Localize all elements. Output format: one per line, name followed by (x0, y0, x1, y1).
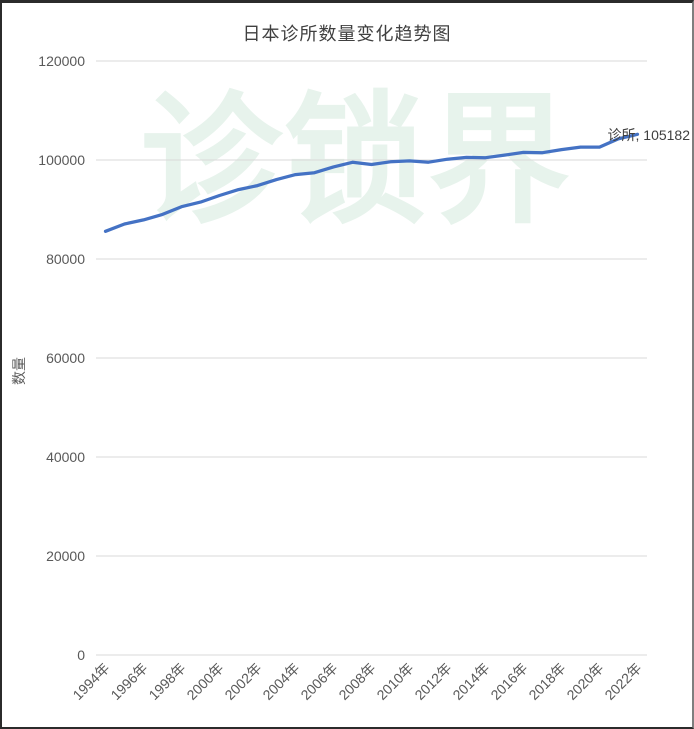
x-tick-label: 2008年 (335, 660, 378, 703)
x-tick-label: 2002年 (221, 660, 264, 703)
y-tick-label: 0 (77, 647, 85, 663)
x-tick-label: 2006年 (297, 660, 340, 703)
x-tick-label: 2014年 (449, 660, 492, 703)
x-tick-label: 2020年 (563, 660, 606, 703)
x-tick-label: 1996年 (107, 660, 150, 703)
x-tick-label: 1994年 (69, 660, 112, 703)
chart-title: 日本诊所数量变化趋势图 (242, 24, 452, 44)
x-tick-label: 2018年 (525, 660, 568, 703)
x-tick-label: 2016年 (487, 660, 530, 703)
y-tick-label: 60000 (46, 350, 85, 366)
x-tick-label: 2000年 (183, 660, 226, 703)
y-tick-label: 100000 (38, 152, 85, 168)
data-label-last-point: 诊所, 105182 (608, 127, 691, 143)
y-axis-title: 数量 (11, 357, 27, 385)
y-tick-label: 40000 (46, 449, 85, 465)
y-tick-label: 80000 (46, 251, 85, 267)
x-tick-label: 2022年 (601, 660, 644, 703)
line-chart: 0200004000060000800001000001200001994年19… (11, 53, 691, 703)
x-tick-label: 2012年 (411, 660, 454, 703)
x-tick-label: 2010年 (373, 660, 416, 703)
trend-line-诊所 (103, 132, 640, 233)
x-tick-label: 2004年 (259, 660, 302, 703)
y-tick-label: 20000 (46, 548, 85, 564)
x-tick-label: 1998年 (145, 660, 188, 703)
y-tick-label: 120000 (38, 53, 85, 69)
